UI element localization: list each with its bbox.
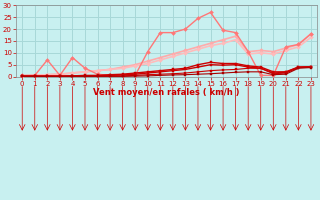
X-axis label: Vent moyen/en rafales ( km/h ): Vent moyen/en rafales ( km/h ) [93, 88, 240, 97]
